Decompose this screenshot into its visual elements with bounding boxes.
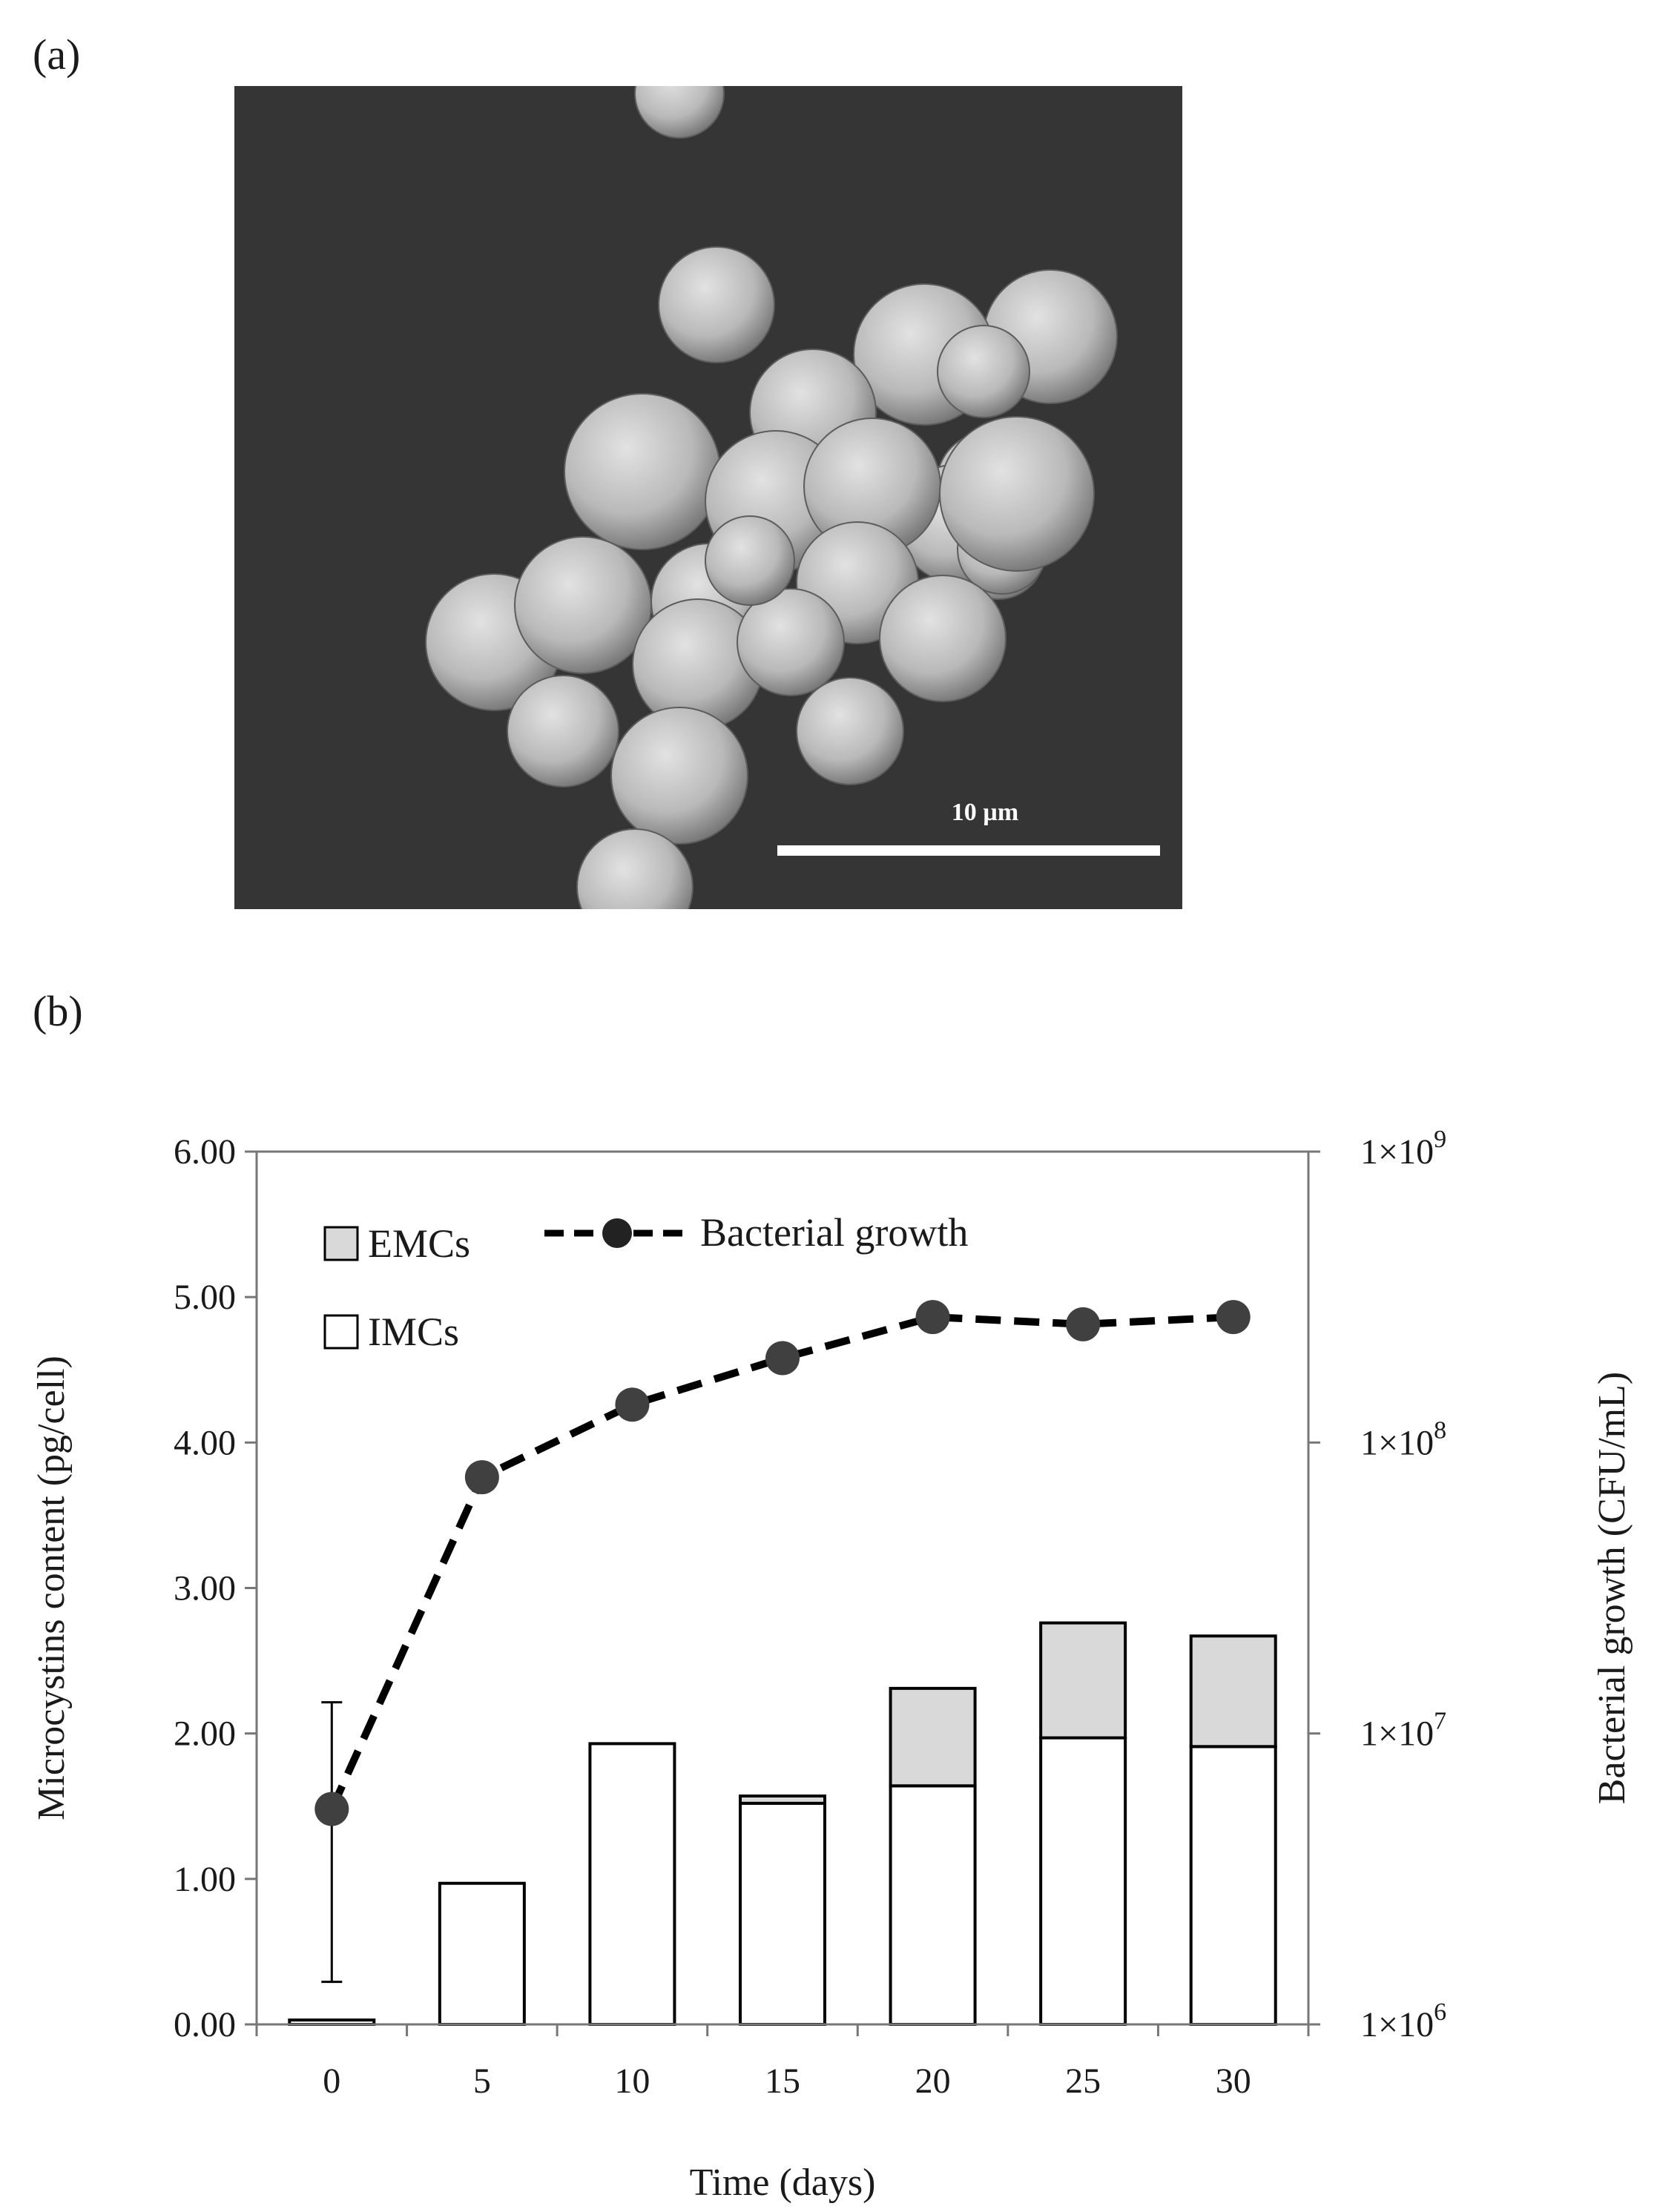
y-tick-label: 6.00 [174,1132,236,1172]
scale-bar [777,845,1160,856]
x-tick-label: 5 [473,2061,491,2101]
growth-point [1216,1300,1251,1335]
cell [514,536,652,674]
x-axis-title: Time (days) [690,2162,876,2204]
legend-swatch-imcs [323,1314,359,1350]
y2-tick-label: 1×109 [1360,1126,1446,1172]
bar-imc [1189,1745,1277,2026]
cell [576,828,694,909]
legend-label-emcs: EMCs [368,1221,470,1266]
cell [658,246,775,363]
x-tick-label: 30 [1216,2061,1251,2101]
bar-emc [1039,1621,1127,1740]
cell [705,515,795,606]
legend-marker-growth [602,1218,632,1248]
x-tick-label: 20 [915,2061,951,2101]
x-tick-label: 15 [765,2061,800,2101]
cell-cluster [425,86,1118,909]
y-tick-label: 0.00 [174,2005,236,2044]
cell [796,677,904,785]
bar-imc [438,1881,526,2027]
y2-tick-label: 1×107 [1360,1708,1446,1754]
legend-label-imcs: IMCs [368,1310,459,1354]
microcystins-chart: 0.00 1.00 2.00 3.00 4.00 5.00 6.00 1×106 1×107 1×… [30,1126,1633,2204]
bar-imc [1039,1736,1127,2027]
cell [564,393,721,550]
y-tick-label: 2.00 [174,1714,236,1754]
bar-emc [739,1795,826,1805]
cell [939,416,1095,572]
y2-axis-title: Bacterial growth (CFU/mL) [1591,1372,1633,1804]
cell [879,575,1007,702]
y2-tick-label: 1×108 [1360,1416,1446,1462]
x-tick-label: 10 [614,2061,650,2101]
panel-label-b: (b) [33,987,83,1035]
bar-emc [889,1686,977,1788]
growth-point [765,1341,800,1376]
legend-label-growth: Bacterial growth [700,1210,968,1255]
y2-tick-label: 1×106 [1360,1998,1446,2044]
y-tick-label: 3.00 [174,1569,236,1608]
growth-point [915,1300,950,1335]
y-tick-label: 1.00 [174,1860,236,1899]
bar-imc [739,1801,826,2026]
x-tick-label: 25 [1065,2061,1101,2101]
bar-imc [588,1742,676,2026]
growth-series-layer [314,1300,1251,1984]
axes-layer: 0.00 1.00 2.00 3.00 4.00 5.00 6.00 1×106 1×107 1×… [174,1126,1446,2101]
legend: EMCs IMCs Bacterial growth [323,1210,968,1354]
bar-emc [1189,1634,1277,1749]
growth-point [615,1387,650,1422]
cell [507,675,619,788]
y-tick-label: 5.00 [174,1278,236,1317]
cell [610,707,748,845]
cell [634,86,725,139]
cell [937,325,1030,418]
growth-point [1066,1307,1101,1341]
sem-micrograph: 10 µm [234,86,1182,909]
y-axis-title: Microcystins content (pg/cell) [30,1356,73,1820]
cell [737,588,845,696]
panel-label-a: (a) [33,30,81,79]
x-tick-label: 0 [323,2061,340,2101]
y-tick-label: 4.00 [174,1423,236,1462]
scale-bar-label: 10 µm [952,799,1018,826]
growth-point [464,1460,499,1495]
growth-point [314,1792,349,1826]
bar-imc [889,1784,977,2027]
bars-layer [288,1621,1277,2027]
legend-swatch-emcs [323,1226,359,1261]
